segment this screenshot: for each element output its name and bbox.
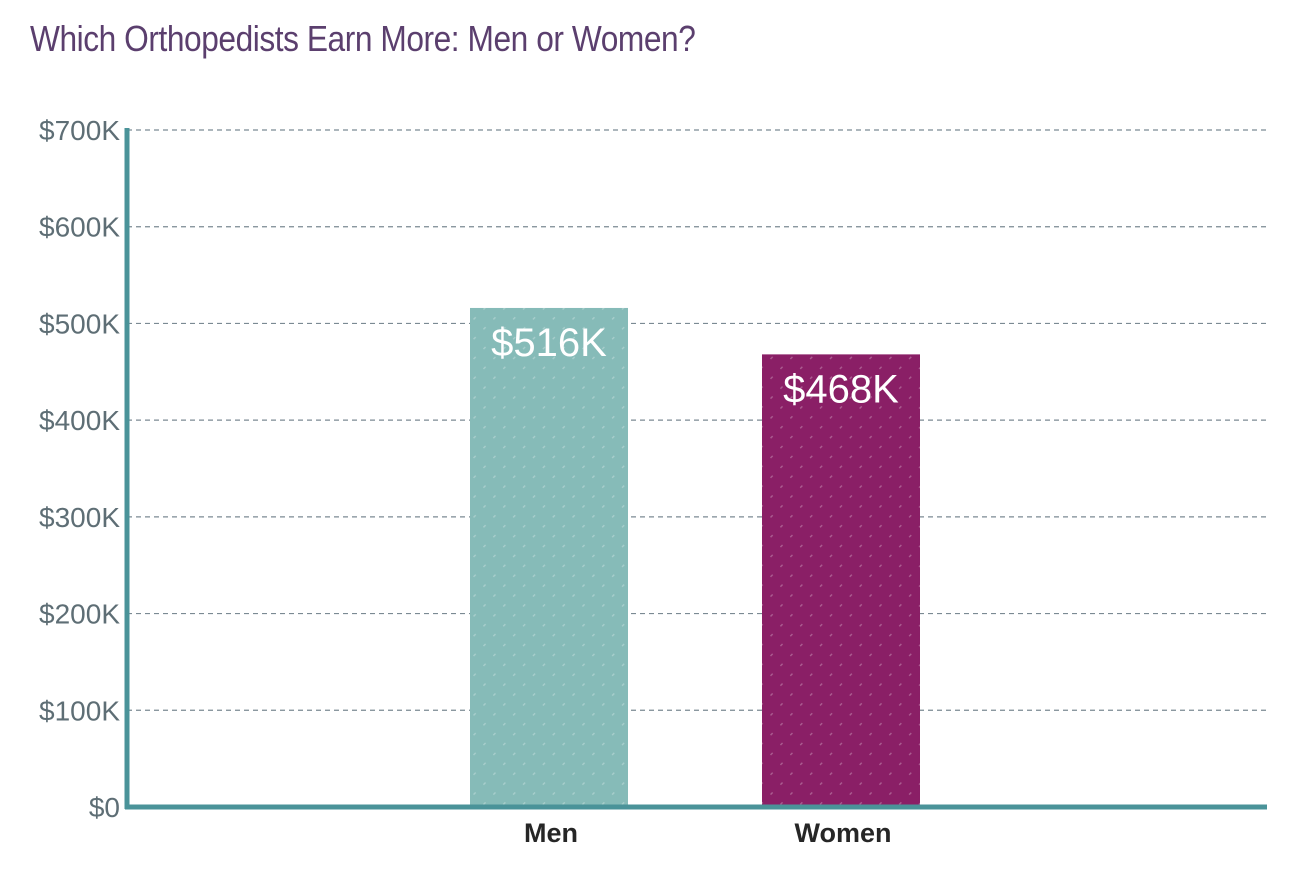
- y-tick-label: $400K: [39, 405, 120, 436]
- y-tick-label: $0: [89, 792, 120, 823]
- y-tick-label: $700K: [39, 115, 120, 146]
- y-tick-label: $100K: [39, 695, 120, 726]
- x-category-label: Women: [794, 818, 891, 848]
- y-tick-label: $500K: [39, 308, 120, 339]
- y-tick-label: $300K: [39, 502, 120, 533]
- value-label-women: $468K: [783, 367, 899, 411]
- y-tick-label: $200K: [39, 599, 120, 630]
- x-category-label: Men: [524, 818, 578, 848]
- chart-title: Which Orthopedists Earn More: Men or Wom…: [30, 18, 696, 59]
- value-label-men: $516K: [491, 321, 607, 365]
- bar-texture-men: [470, 307, 628, 807]
- y-tick-label: $600K: [39, 212, 120, 243]
- bar-texture-women: [762, 354, 920, 807]
